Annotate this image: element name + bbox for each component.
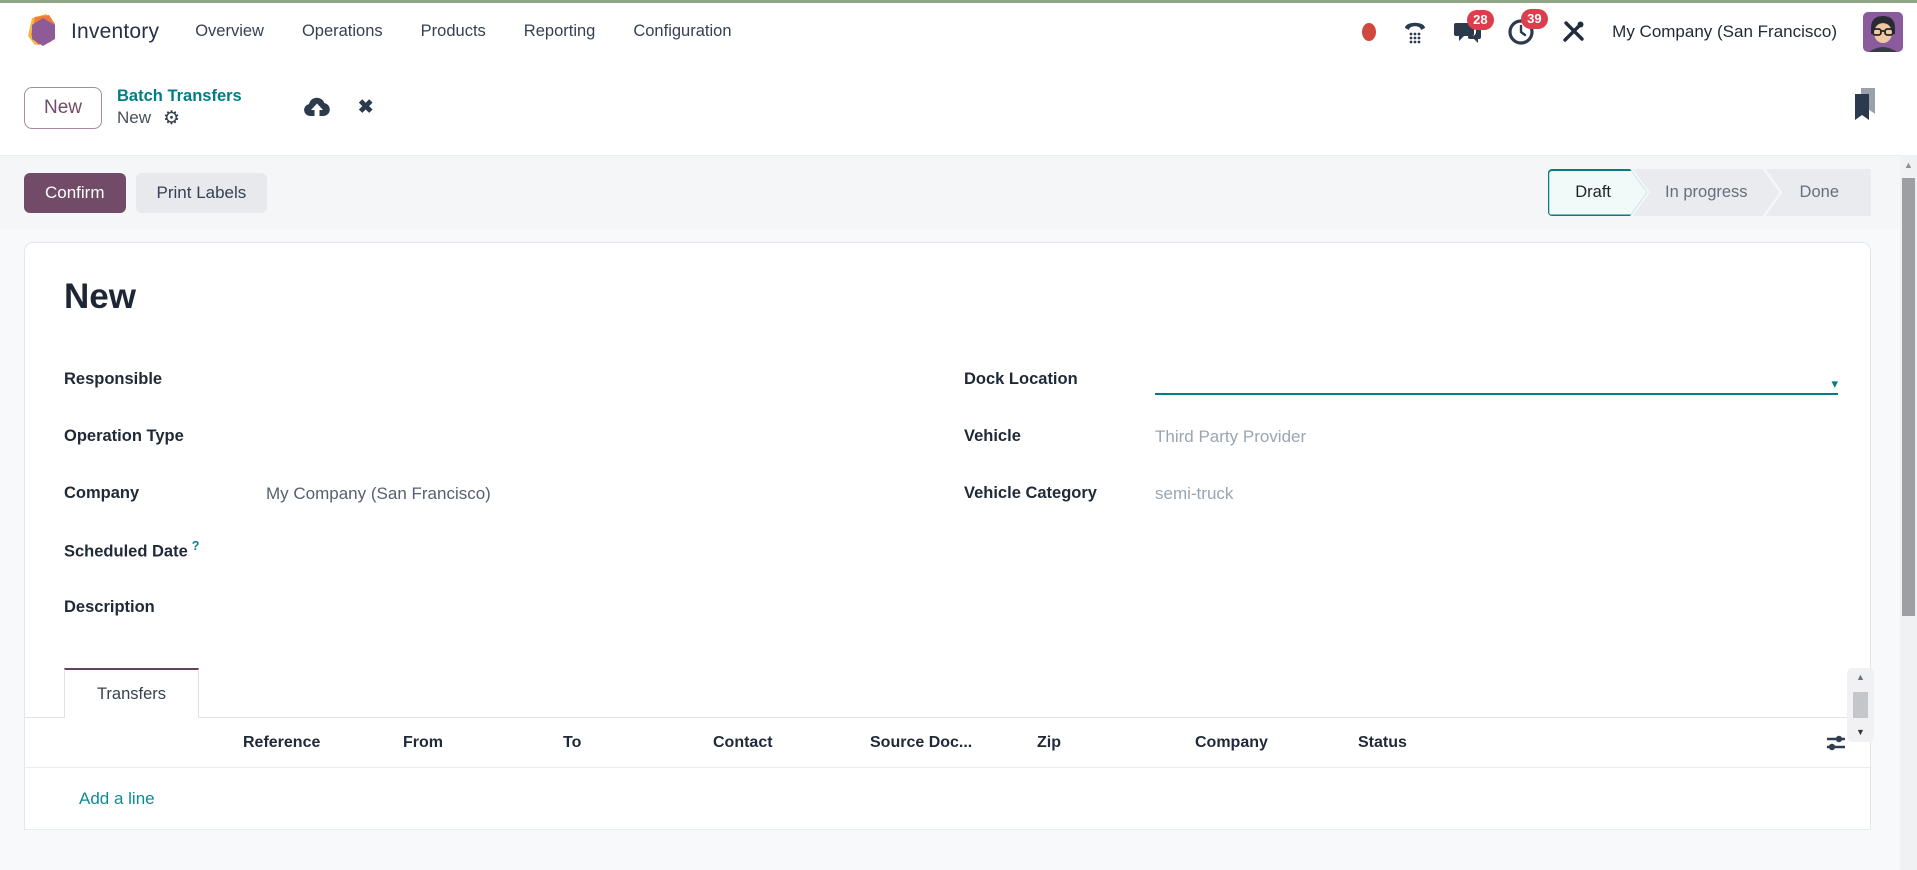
col-to[interactable]: To	[563, 734, 582, 751]
content-area: New Responsible Operation Type Company M…	[0, 229, 1917, 830]
inventory-app-icon	[22, 12, 59, 52]
operation-type-label: Operation Type	[64, 427, 184, 445]
col-reference[interactable]: Reference	[243, 734, 321, 751]
optional-columns-sliders-icon[interactable]	[1824, 731, 1848, 755]
inner-scrollbar-thumb[interactable]	[1853, 692, 1868, 718]
stage-draft[interactable]: Draft	[1548, 169, 1647, 216]
top-navbar: Inventory Overview Operations Products R…	[0, 3, 1917, 60]
save-cloud-icon[interactable]	[302, 96, 332, 120]
company-value[interactable]: My Company (San Francisco)	[266, 483, 491, 503]
dock-location-label: Dock Location	[964, 370, 1078, 388]
company-label: Company	[64, 484, 140, 502]
notebook: Transfers Reference From To Contact Sour…	[25, 668, 1870, 830]
company-switcher[interactable]: My Company (San Francisco)	[1612, 21, 1837, 41]
add-a-line-link[interactable]: Add a line	[79, 788, 155, 808]
tab-strip: Transfers	[25, 668, 1870, 718]
field-scheduled-date: Scheduled Date?	[64, 522, 964, 579]
menu-configuration[interactable]: Configuration	[633, 22, 732, 40]
inner-scroll-up-icon[interactable]: ▲	[1856, 672, 1865, 682]
record-title: New	[64, 277, 136, 316]
responsible-label: Responsible	[64, 370, 163, 388]
transfers-table-header: Reference From To Contact Source Doc... …	[25, 718, 1870, 768]
breadcrumb: Batch Transfers New ⚙	[117, 87, 242, 128]
inner-scroll-down-icon[interactable]: ▼	[1856, 727, 1865, 737]
confirm-button[interactable]: Confirm	[24, 172, 126, 213]
dock-location-dropdown-input[interactable]: ▾	[1155, 365, 1838, 395]
discard-x-icon[interactable]: ✖	[357, 97, 374, 118]
bookmark-icon[interactable]	[1853, 88, 1877, 120]
col-company[interactable]: Company	[1195, 734, 1268, 751]
vehicle-input[interactable]: Third Party Provider	[1155, 426, 1307, 446]
top-accent-strip	[0, 0, 1917, 3]
activities-count-badge: 39	[1521, 9, 1548, 29]
inner-scrollbar[interactable]: ▲ ▼	[1847, 668, 1874, 742]
menu-products[interactable]: Products	[420, 22, 486, 40]
new-record-button[interactable]: New	[24, 86, 103, 129]
main-menu: Overview Operations Products Reporting C…	[195, 22, 731, 41]
col-source-document[interactable]: Source Doc...	[870, 734, 973, 751]
messages-count-badge: 28	[1467, 9, 1494, 30]
messages-icon[interactable]: 28	[1454, 9, 1494, 45]
menu-overview[interactable]: Overview	[195, 22, 264, 40]
field-operation-type: Operation Type	[64, 408, 964, 465]
description-label: Description	[64, 598, 155, 616]
recording-indicator-icon	[1362, 22, 1377, 41]
vehicle-category-label: Vehicle Category	[964, 484, 1097, 502]
help-question-icon: ?	[191, 539, 200, 554]
vehicle-category-input[interactable]: semi-truck	[1155, 483, 1234, 503]
field-responsible: Responsible	[64, 351, 964, 408]
col-zip[interactable]: Zip	[1037, 734, 1061, 751]
breadcrumb-current: New	[117, 108, 152, 127]
table-row: Add a line	[25, 768, 1870, 830]
chevron-down-icon[interactable]: ▾	[1831, 375, 1838, 391]
stage-pipeline: Draft In progress Done	[1548, 169, 1871, 216]
user-avatar[interactable]	[1863, 11, 1903, 52]
actions-gear-icon[interactable]: ⚙	[163, 107, 181, 129]
tab-transfers[interactable]: Transfers	[64, 668, 199, 718]
col-status[interactable]: Status	[1358, 734, 1407, 751]
field-description: Description	[64, 579, 964, 636]
field-vehicle: Vehicle Third Party Provider	[964, 408, 1838, 465]
scheduled-date-label: Scheduled Date?	[64, 539, 200, 561]
stage-in-progress[interactable]: In progress	[1633, 169, 1780, 216]
scroll-up-arrow-icon[interactable]: ▲	[1904, 160, 1913, 170]
breadcrumb-batch-transfers[interactable]: Batch Transfers	[117, 87, 242, 105]
form-sheet: New Responsible Operation Type Company M…	[24, 242, 1871, 830]
app-switcher[interactable]: Inventory	[22, 12, 159, 52]
field-vehicle-category: Vehicle Category semi-truck	[964, 465, 1838, 522]
app-name[interactable]: Inventory	[71, 19, 160, 43]
debug-tools-icon[interactable]	[1561, 19, 1586, 44]
col-contact[interactable]: Contact	[713, 734, 773, 751]
stage-done[interactable]: Done	[1765, 169, 1871, 216]
print-labels-button[interactable]: Print Labels	[135, 172, 268, 213]
phone-icon[interactable]	[1402, 19, 1428, 45]
field-dock-location: Dock Location ▾	[964, 351, 1838, 408]
col-from[interactable]: From	[403, 734, 443, 751]
field-company: Company My Company (San Francisco)	[64, 465, 964, 522]
control-panel: New Batch Transfers New ⚙ ✖	[0, 60, 1917, 155]
vehicle-label: Vehicle	[964, 427, 1021, 445]
status-bar: Confirm Print Labels Draft In progress D…	[0, 155, 1917, 229]
main-scrollbar[interactable]: ▲	[1900, 155, 1917, 870]
menu-operations[interactable]: Operations	[301, 22, 383, 40]
scrollbar-thumb[interactable]	[1902, 178, 1915, 616]
activities-clock-icon[interactable]: 39	[1508, 9, 1548, 45]
menu-reporting[interactable]: Reporting	[523, 22, 596, 40]
